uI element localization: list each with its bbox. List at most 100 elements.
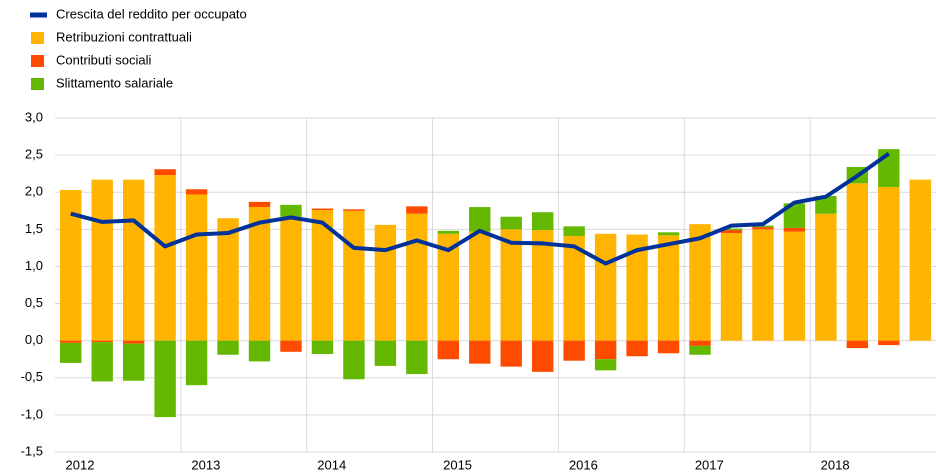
bar-segment <box>469 207 491 232</box>
legend-label: Retribuzioni contrattuali <box>56 29 192 44</box>
bar-segment <box>122 179 145 341</box>
bar-segment <box>311 210 334 341</box>
bar-segment <box>531 230 554 341</box>
line <box>70 151 890 266</box>
bar-segment <box>783 203 806 228</box>
bar-segment <box>374 340 397 366</box>
y-tick-label: -1,5 <box>21 443 43 458</box>
x-tick-label: 2014 <box>317 457 346 472</box>
legend-swatch <box>31 55 44 67</box>
bar-segment <box>594 359 617 371</box>
bar-segment <box>689 345 711 355</box>
bar-segment <box>248 201 271 208</box>
bar-segment <box>626 340 648 357</box>
bar-segment <box>720 228 743 231</box>
bar-segment <box>689 224 711 341</box>
bar-segment <box>122 343 145 381</box>
legend-swatch <box>31 32 44 44</box>
bar-segment <box>846 340 869 349</box>
bar-segment <box>626 234 648 341</box>
bar-segment <box>60 189 82 341</box>
y-tick-label: 0,5 <box>25 295 43 310</box>
bar-segment <box>909 179 931 341</box>
bar-segment <box>752 229 774 341</box>
bar-segment <box>185 194 208 341</box>
bar-segment <box>343 209 365 211</box>
y-tick-label: 2,5 <box>25 147 43 162</box>
bar-segment <box>720 230 743 234</box>
bar-segment <box>500 216 522 230</box>
y-tick-label: -0,5 <box>21 369 43 384</box>
x-tick-label: 2018 <box>821 457 850 472</box>
bar-segment <box>563 340 585 361</box>
bar-segment <box>217 340 239 355</box>
bar-segment <box>122 340 145 344</box>
bar-segment <box>594 340 617 360</box>
bar-segment <box>752 227 774 230</box>
bar-segment <box>531 340 554 372</box>
y-tick-label: 3,0 <box>25 109 43 124</box>
bar-segment <box>91 179 113 341</box>
bar-segment <box>91 342 113 382</box>
bar-segment <box>343 340 365 380</box>
bar-segment <box>500 229 522 341</box>
bar-segment <box>563 236 585 341</box>
bar-segment <box>280 340 302 352</box>
bar-segment <box>311 208 334 211</box>
x-tick-label: 2012 <box>66 457 95 472</box>
bar-segment <box>154 169 176 176</box>
bar-segment <box>657 235 680 341</box>
y-tick-label: -1,0 <box>21 406 43 421</box>
x-tick-label: 2016 <box>569 457 598 472</box>
bar-segment <box>846 183 869 341</box>
bar-segment <box>374 224 397 341</box>
y-tick-label: 2,0 <box>25 184 43 199</box>
bar-segment <box>720 233 743 341</box>
bar-segment <box>783 231 806 341</box>
bar-segment <box>185 189 208 195</box>
x-tick-label: 2015 <box>443 457 472 472</box>
bar-segment <box>343 210 365 341</box>
legend-label: Slittamento salariale <box>56 75 173 90</box>
bar-segment <box>60 342 82 363</box>
bar-segment <box>815 213 837 341</box>
bar-segment <box>689 340 711 346</box>
legend-label: Crescita del reddito per occupato <box>56 6 247 21</box>
bar-segment <box>185 340 208 386</box>
bar-segment <box>154 340 176 418</box>
bar-segment <box>406 340 428 375</box>
bar-segment <box>248 207 271 341</box>
bar-segment <box>60 340 82 343</box>
bar-segment <box>280 204 302 217</box>
bar-segment <box>469 340 491 364</box>
bar-segment <box>594 233 617 341</box>
bar-segment <box>500 340 522 367</box>
x-tick-label: 2013 <box>191 457 220 472</box>
bar-segment <box>217 218 239 341</box>
bar-segment <box>878 187 900 341</box>
x-tick-label: 2017 <box>695 457 724 472</box>
bar-segment <box>248 340 271 362</box>
bar-segment <box>563 226 585 237</box>
y-tick-label: 1,5 <box>25 221 43 236</box>
bar-segment <box>657 232 680 236</box>
y-tick-label: 0,0 <box>25 332 43 347</box>
legend-label: Contributi sociali <box>56 52 151 67</box>
bar-segment <box>783 227 806 232</box>
legend-swatch <box>30 12 47 18</box>
legend-swatch <box>31 78 44 90</box>
bar-segment <box>406 206 428 214</box>
bar-segment <box>437 233 460 341</box>
bar-segment <box>437 230 460 234</box>
bar-segment <box>531 212 554 231</box>
bar-segment <box>752 225 774 228</box>
bar-segment <box>280 216 302 341</box>
bar-segment <box>311 340 334 355</box>
y-tick-label: 1,0 <box>25 258 43 273</box>
bar-segment <box>878 340 900 346</box>
bar-segment <box>657 340 680 354</box>
bar-segment <box>815 195 837 214</box>
bar-segment <box>154 175 176 341</box>
bar-segment <box>406 213 428 341</box>
bar-segment <box>437 340 460 360</box>
